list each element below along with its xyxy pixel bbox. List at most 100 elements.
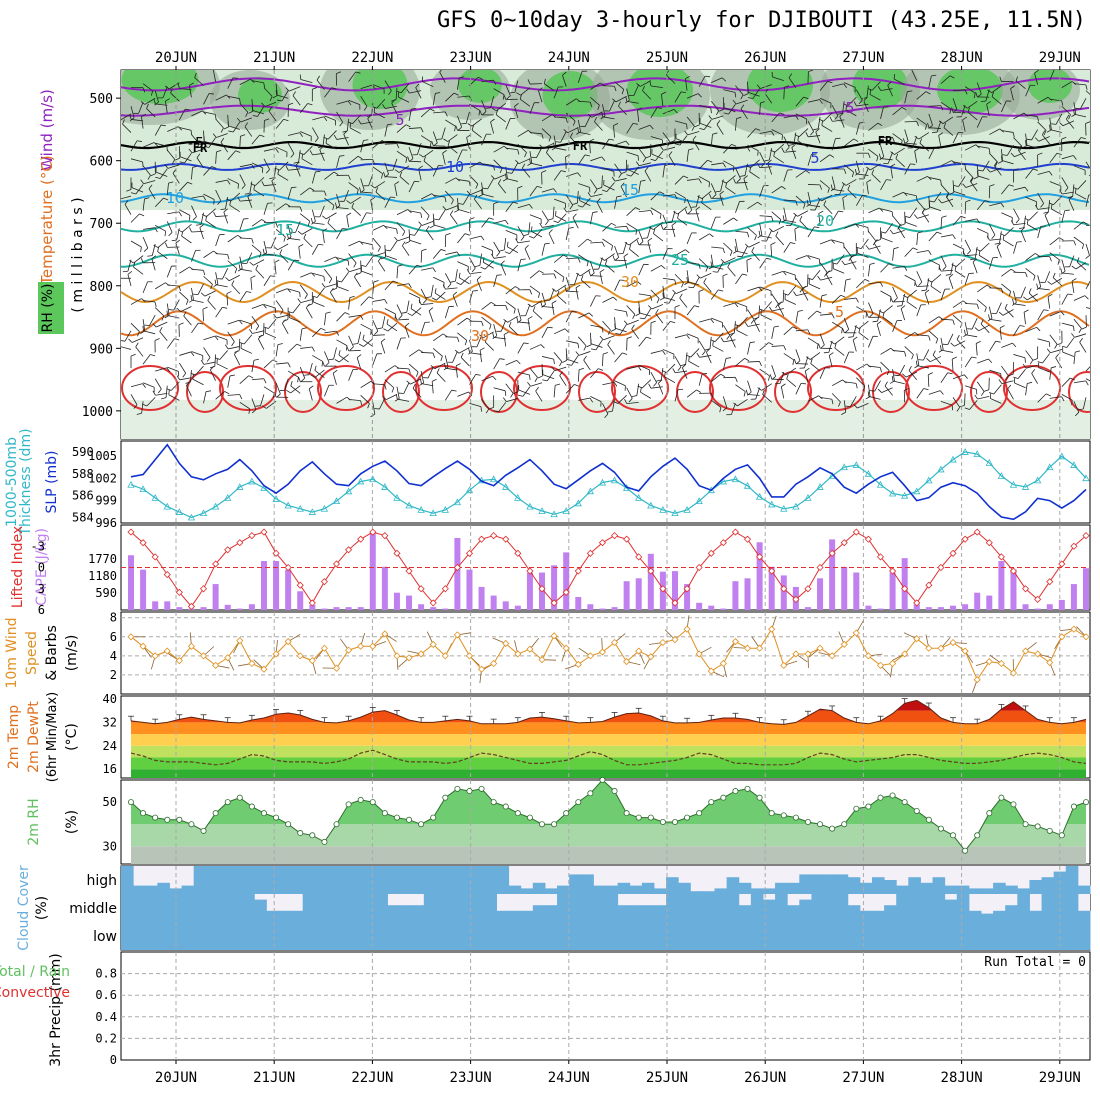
wind10-speed-line-point bbox=[780, 661, 788, 669]
cloud-high-cell bbox=[678, 882, 691, 894]
wind-barb bbox=[1085, 366, 1090, 372]
wind-barb bbox=[721, 175, 736, 184]
wind-barb bbox=[904, 274, 916, 286]
wind-barb bbox=[553, 269, 565, 283]
lifted-index-line-point bbox=[369, 528, 377, 536]
wind-barb bbox=[768, 306, 784, 312]
wind-barb bbox=[880, 106, 889, 120]
wind-barb bbox=[529, 344, 545, 350]
wind-barb bbox=[502, 166, 508, 182]
cloud-middle-cell bbox=[290, 910, 304, 922]
wind-barb bbox=[553, 198, 566, 209]
wind-barb bbox=[503, 331, 509, 347]
wind-barb bbox=[288, 206, 303, 212]
cloud-high-cell bbox=[980, 888, 994, 894]
rh-shade-green bbox=[747, 70, 813, 112]
wind-barb bbox=[130, 394, 138, 409]
cape-bar bbox=[454, 537, 461, 610]
wind-barb bbox=[868, 302, 874, 318]
wind-barb bbox=[460, 352, 470, 367]
wind-barb bbox=[348, 369, 358, 381]
wind-barb bbox=[686, 93, 702, 99]
wind-barb bbox=[623, 253, 629, 269]
thickness-line-point bbox=[888, 489, 897, 497]
cape-bar bbox=[998, 561, 1005, 610]
wind10-speed-line-point bbox=[961, 647, 969, 655]
wind-barb bbox=[279, 378, 289, 392]
wind-barb bbox=[964, 239, 971, 255]
wind10-speed-line-point bbox=[1070, 625, 1078, 633]
wind-barb bbox=[517, 371, 531, 380]
wind-barb bbox=[408, 210, 423, 219]
wind-barb bbox=[900, 305, 906, 321]
wind-barb bbox=[662, 277, 677, 285]
rh2m-band bbox=[131, 780, 1086, 825]
wind-barb bbox=[878, 305, 893, 314]
wind10-speed-line-point bbox=[405, 654, 413, 662]
wind-barb bbox=[890, 297, 905, 303]
wind-barb bbox=[674, 120, 688, 130]
wind-barb bbox=[945, 192, 954, 207]
lifted-index-line-point bbox=[659, 585, 667, 593]
wind-barb bbox=[164, 164, 180, 169]
thickness-line-point bbox=[997, 472, 1006, 479]
wind-barb bbox=[601, 111, 615, 120]
wind-barb bbox=[227, 120, 240, 130]
wind-barb bbox=[1013, 241, 1022, 254]
cloud-low-cell bbox=[944, 922, 958, 950]
wind-barb bbox=[686, 232, 697, 245]
top-date-label: 26JUN bbox=[744, 50, 786, 66]
wind-barb bbox=[239, 218, 249, 231]
wind-barb bbox=[420, 248, 427, 263]
ylabel-thickness: 1000-500mb bbox=[4, 437, 20, 527]
temp-band bbox=[131, 700, 1086, 711]
wind-barb bbox=[523, 222, 531, 236]
rh2m-line-point bbox=[756, 794, 763, 801]
contour-temp-red bbox=[872, 371, 910, 413]
wind-barb bbox=[275, 118, 289, 129]
li-tick-label: 6 bbox=[38, 603, 45, 617]
wind-barb bbox=[252, 106, 265, 117]
wind-barb bbox=[287, 303, 301, 314]
lifted-index-line-point bbox=[828, 549, 836, 557]
wind-barb bbox=[244, 122, 253, 137]
wind-barb bbox=[312, 287, 325, 298]
wind-barb bbox=[479, 331, 494, 339]
cloud-high-cell bbox=[847, 877, 861, 894]
wind-barb bbox=[554, 116, 568, 123]
wind-barb bbox=[854, 169, 869, 176]
rh2m-line-point bbox=[768, 810, 775, 817]
cloud-middle-cell bbox=[399, 905, 413, 922]
wind-barb bbox=[479, 347, 485, 363]
wind-barb bbox=[673, 206, 688, 215]
wind-barb bbox=[843, 278, 851, 292]
cloud-high-cell bbox=[1005, 885, 1018, 894]
wind-barb bbox=[140, 97, 156, 105]
cloud-middle-cell bbox=[181, 894, 195, 922]
wind-barb bbox=[938, 266, 954, 272]
wind-barb bbox=[474, 253, 482, 268]
cape-bar bbox=[164, 601, 171, 610]
rh2m-line-point bbox=[998, 794, 1005, 801]
cape-bar bbox=[466, 569, 473, 610]
wind-barb bbox=[578, 183, 591, 193]
wind-barb bbox=[603, 179, 615, 191]
lifted-index-line-point bbox=[623, 535, 631, 543]
wind-barb bbox=[661, 363, 676, 373]
frame-precip bbox=[120, 951, 1091, 1061]
wind-barb bbox=[578, 312, 594, 319]
wind-barb bbox=[527, 316, 533, 331]
rh2m-line-point bbox=[611, 788, 618, 795]
wind-barb bbox=[892, 246, 899, 261]
thickness-line-point bbox=[925, 476, 933, 484]
wind-barb bbox=[261, 101, 277, 107]
wind-barb bbox=[401, 300, 410, 314]
wind-barb bbox=[240, 343, 253, 354]
wind-barb bbox=[203, 166, 217, 176]
wind-barb bbox=[466, 269, 482, 275]
cloud-low-cell bbox=[641, 922, 655, 950]
rh2m-line-point bbox=[176, 816, 183, 823]
contour-temp-red bbox=[676, 371, 714, 413]
wind-barb bbox=[205, 215, 216, 228]
wind-barb bbox=[505, 201, 518, 212]
